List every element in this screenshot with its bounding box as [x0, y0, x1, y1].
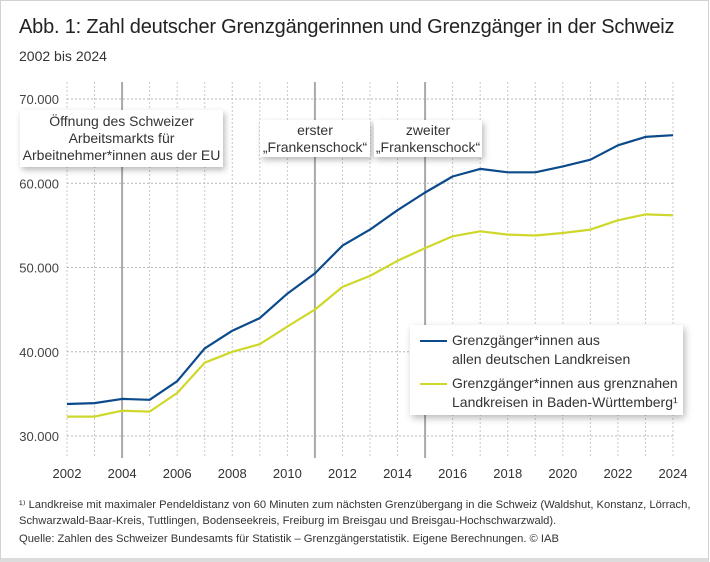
- annotation-line: Arbeitnehmer*innen aus der EU: [22, 147, 221, 163]
- y-tick-label: 50.000: [19, 261, 59, 276]
- x-tick-label: 2018: [493, 466, 522, 481]
- y-tick-label: 40.000: [19, 345, 59, 360]
- x-tick-label: 2004: [108, 466, 137, 481]
- legend-label: allen deutschen Landkreisen: [452, 351, 631, 367]
- chart-subtitle: 2002 bis 2024: [19, 48, 107, 64]
- series-lines: [66, 134, 674, 418]
- x-tick-label: 2010: [273, 466, 302, 481]
- x-axis: 2002 2004 2006 2008 2010 2012 2014 2016 2018 2020…: [53, 466, 688, 481]
- y-tick-label: 30.000: [19, 429, 59, 444]
- legend: Grenzgänger*innen aus allen deutschen La…: [410, 325, 683, 415]
- x-tick-label: 2014: [383, 466, 412, 481]
- annotation-eu-opening: Öffnung des Schweizer Arbeitsmarkts für …: [20, 110, 223, 167]
- annotation-line: zweiter: [405, 122, 451, 138]
- annotation-line: „Frankenschock“: [262, 139, 368, 155]
- annotation-line: Öffnung des Schweizer: [49, 113, 194, 129]
- footnote-districts-line2: Schwarzwald-Baar-Kreis, Tuttlingen, Bode…: [19, 515, 557, 527]
- legend-label: Grenzgänger*innen aus: [452, 332, 600, 348]
- annotation-second-franc-shock: zweiter „Frankenschock“: [374, 120, 482, 157]
- chart-title: Abb. 1: Zahl deutscher Grenzgängerinnen …: [19, 16, 675, 38]
- x-tick-label: 2016: [438, 466, 467, 481]
- x-tick-label: 2006: [163, 466, 192, 481]
- series-line-all-districts: [66, 134, 674, 406]
- series-line-border-districts: [67, 213, 674, 418]
- legend-swatch-yellow: [420, 383, 447, 385]
- y-tick-label: 70.000: [19, 92, 59, 107]
- x-tick-label: 2002: [53, 466, 82, 481]
- annotation-line: Arbeitsmarkts für: [68, 130, 175, 146]
- footnote-districts-line1: ¹⁾ Landkreise mit maximaler Pendeldistan…: [19, 499, 691, 511]
- y-axis: 30.000 40.000 50.000 60.000 70.000: [19, 92, 59, 444]
- annotation-line: erster: [297, 122, 333, 138]
- x-tick-label: 2012: [328, 466, 357, 481]
- legend-label: Grenzgänger*innen aus grenznahen: [452, 375, 678, 391]
- x-tick-label: 2022: [603, 466, 632, 481]
- x-tick-label: 2008: [218, 466, 247, 481]
- x-tick-label: 2024: [659, 466, 688, 481]
- legend-label: Landkreisen in Baden-Württemberg¹: [452, 394, 678, 410]
- x-tick-label: 2020: [548, 466, 577, 481]
- annotation-first-franc-shock: erster „Frankenschock“: [260, 120, 370, 157]
- annotation-line: „Frankenschock“: [375, 139, 481, 155]
- source-note: Quelle: Zahlen des Schweizer Bundesamts …: [19, 533, 559, 545]
- y-tick-label: 60.000: [19, 176, 59, 191]
- legend-swatch-blue: [420, 340, 447, 342]
